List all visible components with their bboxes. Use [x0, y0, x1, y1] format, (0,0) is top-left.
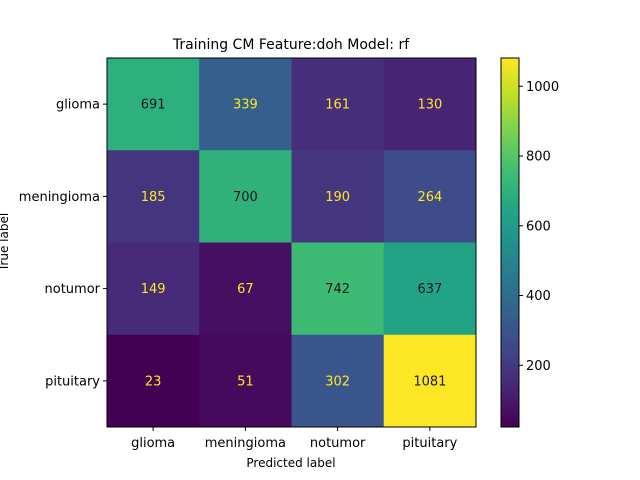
cell-value-label: 67 — [237, 282, 254, 297]
colorbar-tick-label: 600 — [526, 219, 551, 234]
y-axis-ticks: glioma meningioma notumor pituitary — [19, 98, 107, 389]
cell-value-label: 302 — [325, 374, 350, 389]
heatmap-cell — [383, 334, 477, 428]
cell-value-label: 161 — [325, 98, 350, 113]
heatmap-cell — [291, 58, 385, 151]
heatmap-cell — [383, 242, 477, 336]
cell-value-label: 149 — [141, 282, 166, 297]
heatmap-cell — [383, 150, 477, 243]
heatmap-cells — [107, 58, 477, 428]
cell-value-label: 264 — [417, 190, 442, 205]
x-axis-ticks: glioma meningioma notumor pituitary — [131, 427, 458, 451]
x-tick-label: pituitary — [402, 436, 457, 451]
cell-value-label: 130 — [417, 98, 442, 113]
cell-value-label: 190 — [325, 190, 350, 205]
y-tick-label: glioma — [56, 98, 100, 113]
cell-value-label: 23 — [145, 374, 162, 389]
heatmap-cell — [107, 334, 200, 428]
cell-value-label: 1081 — [413, 374, 446, 389]
cell-value-label: 691 — [141, 98, 166, 113]
heatmap-cell — [383, 58, 477, 151]
cell-value-label: 51 — [237, 374, 254, 389]
cell-value-label: 637 — [417, 282, 442, 297]
y-tick-label: meningioma — [19, 190, 100, 205]
colorbar-tick-label: 400 — [526, 289, 551, 304]
y-tick-label: pituitary — [45, 374, 100, 389]
x-tick-label: notumor — [310, 436, 366, 451]
heatmap-cell — [199, 242, 292, 336]
x-tick-label: glioma — [131, 436, 175, 451]
cell-value-label: 742 — [325, 282, 350, 297]
heatmap-cell — [291, 150, 385, 243]
chart-title: Training CM Feature:doh Model: rf — [172, 37, 410, 53]
cell-value-label: 185 — [141, 190, 166, 205]
colorbar-ticks: 200 400 600 800 1000 — [519, 80, 559, 374]
heatmap-cell — [199, 150, 292, 243]
heatmap-cell-labels: 691 339 161 130 185 700 190 264 149 67 742 637 23 51 3… — [141, 98, 447, 390]
heatmap-cell — [107, 242, 200, 336]
heatmap-cell — [107, 58, 200, 151]
cell-value-label: 700 — [233, 190, 258, 205]
plot-frame — [106, 57, 477, 428]
colorbar-tick-label: 1000 — [526, 80, 559, 95]
heatmap-cell — [291, 334, 385, 428]
colorbar-tick-label: 800 — [526, 150, 551, 165]
heatmap-cell — [291, 242, 385, 336]
y-axis-label: True label — [0, 213, 11, 272]
colorbar-tick-label: 200 — [526, 359, 551, 374]
cell-value-label: 339 — [233, 98, 258, 113]
heatmap-cell — [199, 334, 292, 428]
x-axis-label: Predicted label — [246, 456, 335, 470]
heatmap-cell — [107, 150, 200, 243]
heatmap-cell — [199, 58, 292, 151]
x-tick-label: meningioma — [205, 436, 286, 451]
y-tick-label: notumor — [45, 282, 101, 297]
colorbar — [500, 57, 520, 428]
